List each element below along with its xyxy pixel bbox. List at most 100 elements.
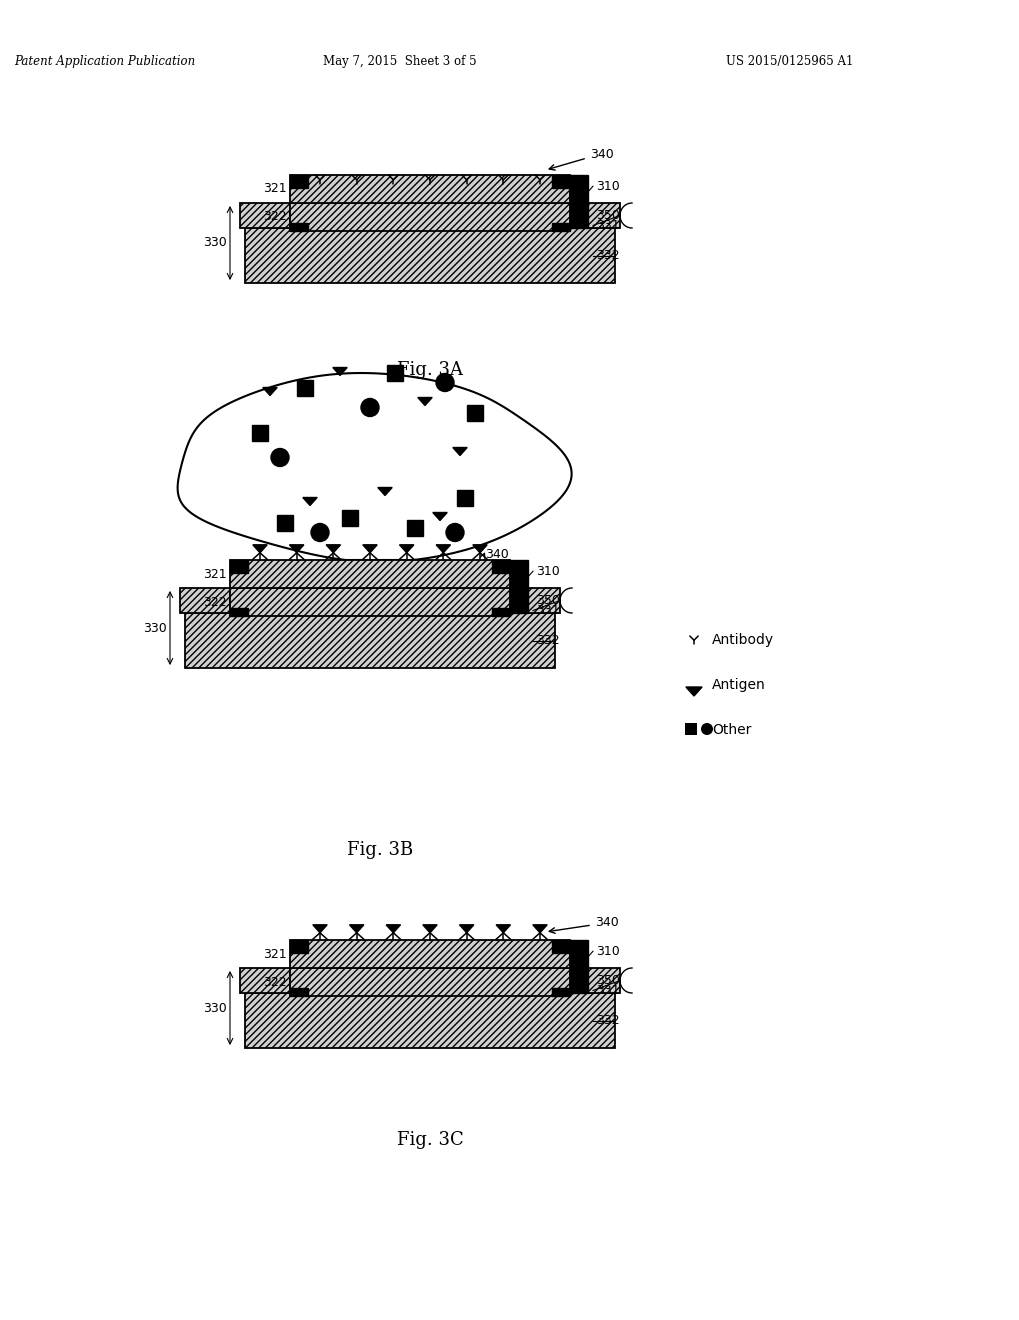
Bar (229, 587, 510, 616)
Bar (491, 560, 510, 573)
Bar (551, 940, 570, 953)
Polygon shape (532, 925, 546, 933)
Bar (179, 587, 229, 612)
Polygon shape (418, 397, 432, 405)
Circle shape (445, 524, 464, 541)
Text: 330: 330 (143, 622, 167, 635)
Bar (289, 968, 570, 997)
Text: 322: 322 (263, 210, 286, 223)
Bar (551, 987, 570, 997)
Circle shape (700, 723, 712, 735)
Bar (289, 176, 308, 187)
Text: 340: 340 (589, 149, 613, 161)
Bar (570, 968, 620, 993)
Bar (386, 364, 403, 380)
Text: Patent Application Publication: Patent Application Publication (14, 55, 196, 69)
Bar (510, 587, 559, 612)
Text: Fig. 3C: Fig. 3C (396, 1131, 463, 1148)
Bar (245, 993, 614, 1048)
Bar (289, 223, 308, 231)
Polygon shape (473, 545, 487, 553)
Polygon shape (363, 545, 377, 553)
Text: 350: 350 (535, 594, 559, 607)
Polygon shape (399, 545, 414, 553)
Circle shape (435, 374, 453, 392)
Polygon shape (326, 545, 340, 553)
Text: Antibody: Antibody (711, 634, 773, 647)
Bar (252, 425, 268, 441)
Text: 322: 322 (203, 595, 227, 609)
Bar (289, 176, 570, 203)
Polygon shape (423, 925, 437, 933)
Polygon shape (495, 925, 511, 933)
Text: 330: 330 (203, 1002, 227, 1015)
Bar (457, 490, 473, 506)
Bar (297, 380, 313, 396)
Text: US 2015/0125965 A1: US 2015/0125965 A1 (726, 55, 853, 69)
Text: 331: 331 (595, 219, 619, 232)
Text: 331: 331 (595, 983, 619, 997)
Polygon shape (432, 512, 446, 520)
Text: 350: 350 (595, 974, 620, 987)
Text: 330: 330 (203, 236, 227, 249)
Bar (570, 176, 587, 228)
Bar (239, 203, 289, 228)
Circle shape (271, 449, 288, 466)
Text: 350: 350 (595, 209, 620, 222)
Bar (570, 940, 587, 993)
Text: Fig. 3B: Fig. 3B (346, 841, 413, 859)
Text: 321: 321 (203, 568, 227, 581)
Bar (510, 560, 528, 612)
Bar (289, 987, 308, 997)
Polygon shape (377, 487, 392, 495)
Polygon shape (289, 545, 304, 553)
Polygon shape (332, 367, 346, 375)
Text: 332: 332 (595, 1014, 619, 1027)
Bar (289, 940, 308, 953)
Text: 322: 322 (263, 975, 286, 989)
Text: May 7, 2015  Sheet 3 of 5: May 7, 2015 Sheet 3 of 5 (323, 55, 476, 69)
Bar (407, 520, 423, 536)
Text: Other: Other (711, 723, 751, 737)
Polygon shape (350, 925, 364, 933)
Bar (570, 203, 620, 228)
Bar (685, 723, 696, 735)
Bar (551, 223, 570, 231)
Text: 332: 332 (595, 249, 619, 261)
Text: Antigen: Antigen (711, 678, 765, 692)
Circle shape (311, 524, 329, 541)
Polygon shape (263, 388, 277, 396)
Bar (289, 203, 570, 231)
Text: 310: 310 (535, 565, 559, 578)
Polygon shape (386, 925, 400, 933)
Bar (289, 940, 570, 968)
Text: 321: 321 (263, 182, 286, 195)
Circle shape (361, 399, 379, 417)
Text: 321: 321 (263, 948, 286, 961)
Bar (491, 609, 510, 616)
Polygon shape (313, 925, 327, 933)
Bar (551, 176, 570, 187)
Text: 331: 331 (535, 605, 559, 616)
Polygon shape (452, 447, 467, 455)
Text: 340: 340 (484, 549, 508, 561)
Polygon shape (685, 686, 701, 696)
Polygon shape (253, 545, 267, 553)
Bar (239, 968, 289, 993)
Text: 310: 310 (595, 945, 620, 958)
Bar (229, 560, 248, 573)
Bar (184, 612, 554, 668)
Bar (229, 560, 510, 587)
Text: 332: 332 (535, 634, 559, 647)
Polygon shape (177, 374, 571, 560)
Bar (245, 228, 614, 282)
Polygon shape (436, 545, 450, 553)
Bar (229, 609, 248, 616)
Text: 340: 340 (594, 916, 619, 928)
Bar (467, 404, 483, 421)
Polygon shape (459, 925, 474, 933)
Bar (341, 510, 358, 525)
Text: Fig. 3A: Fig. 3A (396, 360, 463, 379)
Text: 310: 310 (595, 180, 620, 193)
Bar (277, 515, 292, 531)
